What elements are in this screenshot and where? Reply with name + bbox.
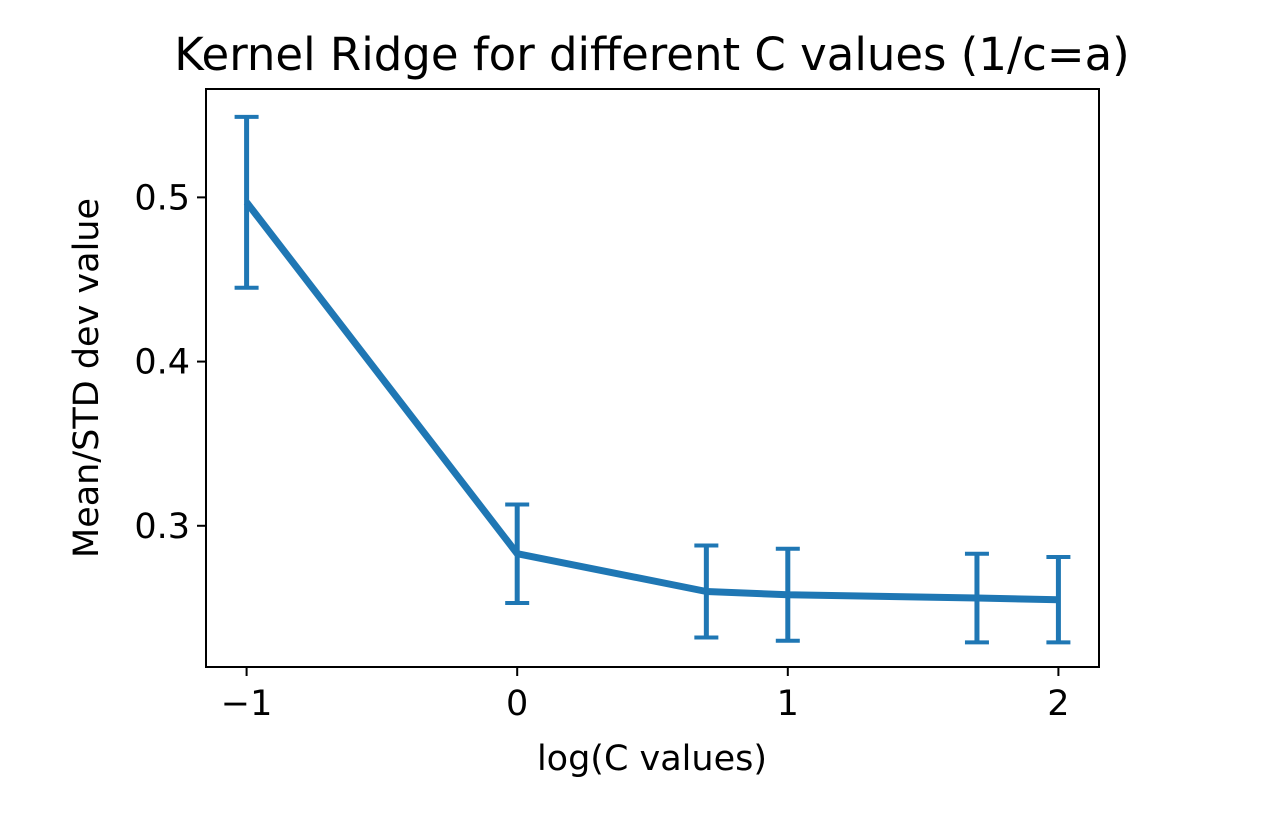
x-axis-label: log(C values): [537, 739, 767, 779]
y-axis-label: Mean/STD dev value: [67, 198, 107, 558]
x-tick-label: 0: [506, 684, 528, 724]
x-tick-label: −1: [221, 684, 273, 724]
axes-frame: [205, 88, 1100, 668]
x-tick-label: 2: [1047, 684, 1069, 724]
series-line: [243, 200, 1059, 604]
y-tick-label: 0.4: [134, 343, 190, 383]
chart-title: Kernel Ridge for different C values (1/c…: [174, 28, 1129, 81]
plot-area: [234, 114, 1071, 645]
x-tick-label: 1: [777, 684, 799, 724]
y-tick-label: 0.3: [134, 507, 190, 547]
y-tick-label: 0.5: [134, 178, 190, 218]
tick-layer: −1 0 1 2 0.3 0.4 0.5: [134, 178, 1069, 724]
